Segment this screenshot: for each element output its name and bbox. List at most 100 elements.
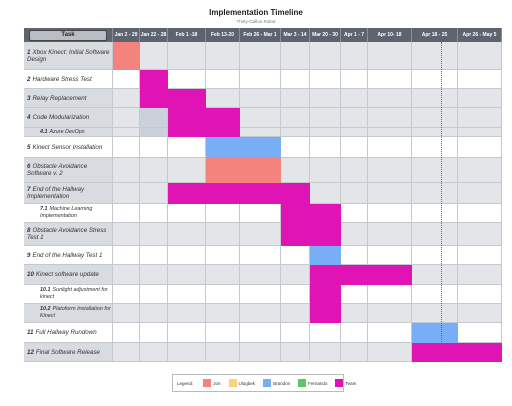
task-label: 6 Obstacle Avoidance Software v. 2 bbox=[24, 158, 113, 183]
task-name: Kinect Sensor Installation bbox=[32, 143, 103, 151]
grid-cell bbox=[240, 42, 281, 70]
task-text-wrap: 4 Code Modularization bbox=[27, 114, 89, 121]
task-number: 9 bbox=[27, 251, 31, 259]
task-number: 1 bbox=[27, 48, 31, 56]
task-name: Hardware Stress Test bbox=[32, 75, 92, 83]
grid-cell bbox=[206, 304, 240, 323]
grid-cell bbox=[368, 304, 412, 323]
grid-cell bbox=[240, 265, 281, 285]
task-number: 11 bbox=[27, 329, 34, 336]
task-label: 10.1 Sunlight adjustment for kinect bbox=[24, 285, 113, 304]
grid-cell bbox=[412, 137, 458, 158]
task-name: Final Software Release bbox=[35, 348, 100, 356]
grid-cell bbox=[281, 42, 310, 70]
grid-cell bbox=[310, 158, 341, 183]
grid-cell bbox=[458, 265, 502, 285]
task-text-wrap: 8 Obstacle Avoidance Stress Test 1 bbox=[27, 227, 112, 241]
legend-label: Team bbox=[345, 380, 357, 386]
task-text-wrap: 10 Kinect software update bbox=[27, 271, 99, 278]
task-name: Azure DevOps bbox=[49, 128, 85, 135]
grid-cell bbox=[458, 108, 502, 128]
grid-cell bbox=[368, 323, 412, 343]
grid-cell bbox=[240, 246, 281, 265]
grid-cell bbox=[412, 246, 458, 265]
grid-cell bbox=[458, 246, 502, 265]
task-label: 4 Code Modularization bbox=[24, 108, 113, 128]
task-bar bbox=[310, 246, 341, 265]
grid-cell bbox=[281, 108, 310, 128]
grid-cell bbox=[310, 343, 341, 362]
task-text-wrap: 7.1 Machine Learning Implementation bbox=[40, 206, 112, 220]
task-bar bbox=[168, 128, 240, 137]
legend-label: Brandon bbox=[273, 380, 291, 386]
grid-cell bbox=[412, 128, 458, 137]
grid-cell bbox=[281, 304, 310, 323]
grid-cell bbox=[412, 204, 458, 223]
task-name: Relay Replacement bbox=[32, 94, 87, 102]
legend-swatch bbox=[228, 379, 237, 387]
grid-cell bbox=[168, 42, 206, 70]
grid-cell bbox=[140, 265, 168, 285]
task-bar bbox=[206, 158, 281, 183]
grid-cell bbox=[113, 246, 140, 265]
column-header: Apr 26 - May 5 bbox=[458, 28, 502, 42]
task-number: 8 bbox=[27, 227, 31, 234]
grid-cell bbox=[206, 89, 240, 108]
grid-cell bbox=[341, 204, 368, 223]
task-button[interactable]: Task bbox=[29, 29, 107, 41]
grid-cell bbox=[140, 204, 168, 223]
grid-cell bbox=[140, 42, 168, 70]
task-text-wrap: 5 Kinect Sensor Installation bbox=[27, 144, 102, 151]
task-bar bbox=[140, 70, 168, 89]
grid-cell bbox=[281, 285, 310, 304]
legend-label: Fernando bbox=[308, 380, 328, 386]
grid-cell bbox=[368, 89, 412, 108]
grid-cell bbox=[341, 89, 368, 108]
task-text-wrap: 1 Xbox Kinect: Initial Software Design bbox=[27, 49, 112, 63]
task-label: 7 End of the Hallway Implementation bbox=[24, 183, 113, 204]
grid-cell bbox=[341, 183, 368, 204]
grid-cell bbox=[412, 89, 458, 108]
grid-cell bbox=[341, 108, 368, 128]
grid-cell bbox=[168, 265, 206, 285]
title: Implementation Timeline bbox=[209, 8, 303, 17]
grid-cell bbox=[341, 128, 368, 137]
grid-cell bbox=[240, 304, 281, 323]
task-number: 12 bbox=[27, 348, 34, 356]
grid-cell bbox=[140, 246, 168, 265]
grid-cell bbox=[281, 246, 310, 265]
grid-cell bbox=[140, 285, 168, 304]
task-text-wrap: 10.2 Platoform Installation for Kinect bbox=[40, 306, 112, 320]
grid-cell bbox=[281, 158, 310, 183]
grid-cell bbox=[206, 343, 240, 362]
task-name: Kinect software update bbox=[35, 271, 99, 278]
task-name: Code Modularization bbox=[32, 114, 90, 121]
legend-label: Ulugbek bbox=[238, 380, 256, 386]
task-bar bbox=[281, 223, 341, 246]
grid-cell bbox=[206, 246, 240, 265]
task-name: Platoform Installation for Kinect bbox=[40, 306, 111, 319]
grid-cell bbox=[310, 183, 341, 204]
grid-cell bbox=[240, 128, 281, 137]
task-name: Full Hallway Rundown bbox=[35, 329, 97, 336]
column-header: Apr 10- 18 bbox=[368, 28, 412, 42]
grid-cell bbox=[140, 128, 168, 137]
grid-cell bbox=[240, 223, 281, 246]
grid-cell bbox=[368, 246, 412, 265]
task-bar bbox=[412, 343, 502, 362]
task-name: Xbox Kinect: Initial Software Design bbox=[27, 48, 110, 63]
grid-cell bbox=[341, 42, 368, 70]
task-label: 10.2 Platoform Installation for Kinect bbox=[24, 304, 113, 323]
grid-cell bbox=[341, 158, 368, 183]
grid-cell bbox=[206, 204, 240, 223]
grid-cell bbox=[140, 108, 168, 128]
grid-cell bbox=[168, 343, 206, 362]
grid-cell bbox=[368, 128, 412, 137]
grid-cell bbox=[113, 183, 140, 204]
subtitle: Thirty-Gallon Robot bbox=[236, 19, 276, 24]
grid-cell bbox=[412, 285, 458, 304]
grid-cell bbox=[168, 223, 206, 246]
task-number: 4.1 bbox=[40, 128, 48, 135]
grid-cell bbox=[168, 323, 206, 343]
